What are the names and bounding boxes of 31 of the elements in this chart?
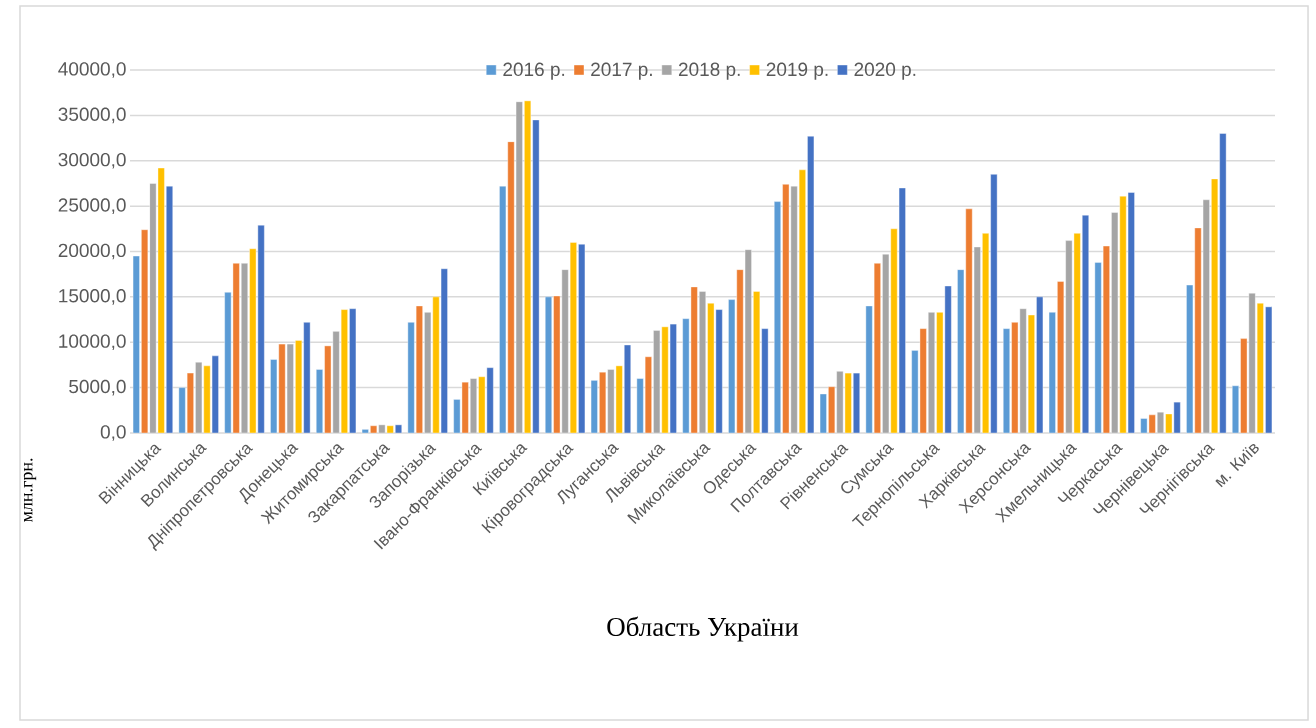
- x-axis-title: Область України: [607, 616, 799, 642]
- legend-label: 2016 р.: [503, 62, 565, 80]
- bar: [203, 365, 211, 433]
- bar: [607, 369, 615, 433]
- y-tick-label: 15000,0: [59, 289, 126, 305]
- bar: [890, 228, 898, 433]
- bar: [278, 343, 286, 433]
- y-tick-label: 5000,0: [69, 379, 126, 396]
- y-tick-label: 30000,0: [58, 152, 126, 169]
- bar: [736, 269, 744, 433]
- legend-label: 2017 р.: [591, 62, 652, 80]
- y-tick-label: 0,0: [100, 425, 126, 441]
- legend-label: 2018 р.: [678, 62, 740, 80]
- y-tick-label: 25000,0: [58, 198, 126, 214]
- bar: [836, 371, 844, 433]
- bar: [149, 183, 157, 433]
- bar: [965, 208, 973, 433]
- bar: [1119, 195, 1127, 433]
- bar: [1194, 227, 1202, 433]
- bar: [507, 141, 515, 433]
- bar: [1248, 293, 1256, 433]
- y-tick-label: 35000,0: [58, 107, 126, 124]
- y-tick-label: 10000,0: [59, 334, 126, 351]
- bar: [432, 296, 440, 433]
- bar: [661, 326, 669, 433]
- y-tick-label: 40000,0: [58, 62, 126, 78]
- legend-label: 2019 р.: [766, 62, 828, 80]
- legend-label: 2020 р.: [854, 62, 916, 80]
- x-tick-label: м. Київ: [1215, 443, 1259, 488]
- y-axis-title: млн.грн.: [23, 458, 37, 523]
- y-tick-label: 20000,0: [58, 243, 126, 260]
